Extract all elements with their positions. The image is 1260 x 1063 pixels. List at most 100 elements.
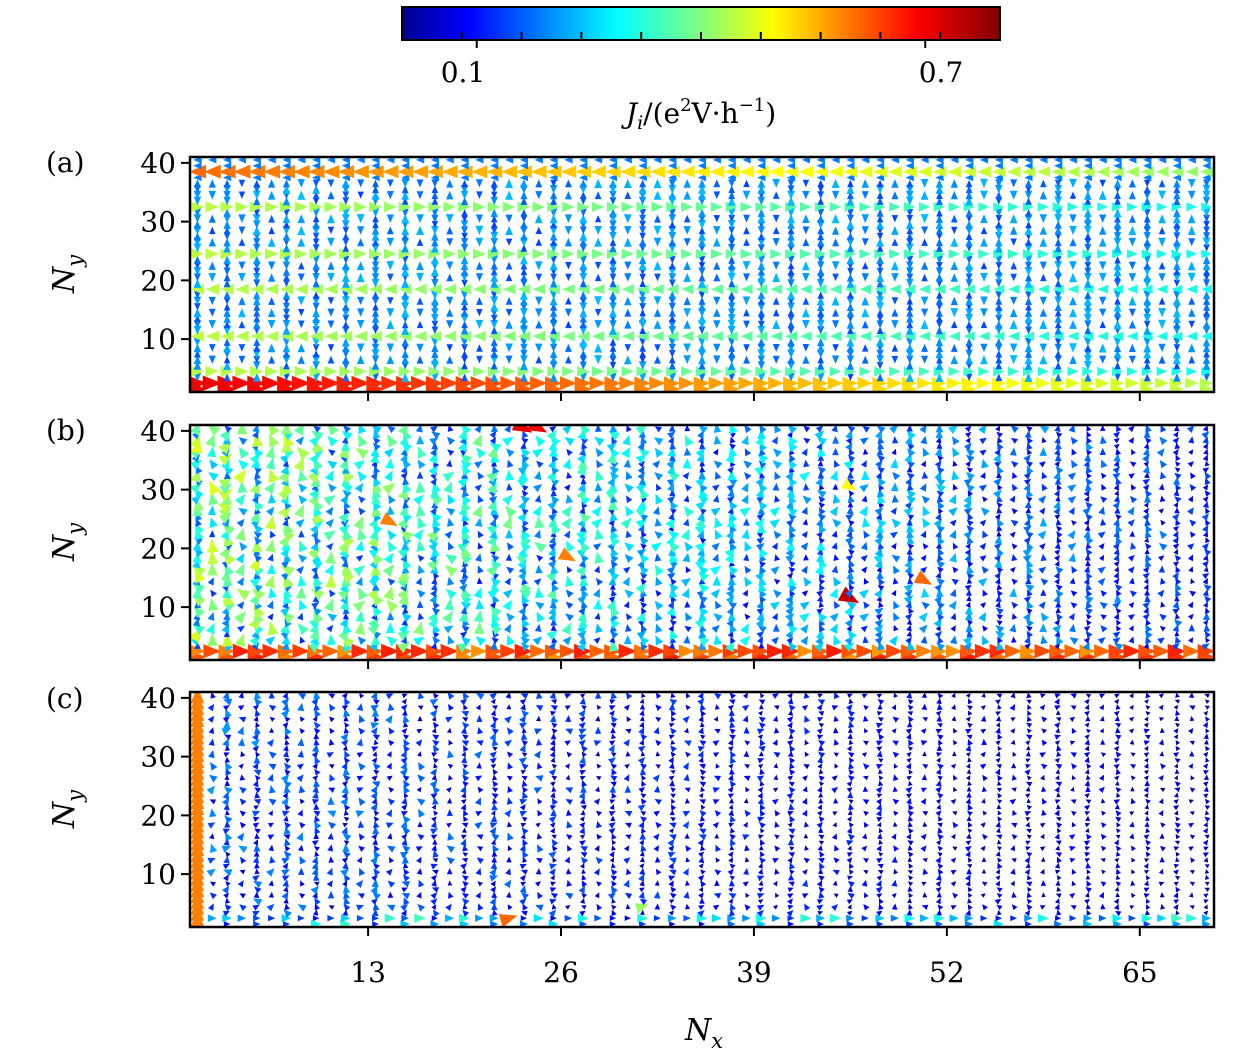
current-vector — [862, 425, 870, 433]
current-vector — [1025, 208, 1032, 217]
current-vector — [489, 732, 496, 742]
current-vector — [876, 208, 884, 217]
current-vector — [993, 202, 1005, 212]
current-vector — [935, 238, 943, 247]
current-vector — [1159, 530, 1168, 540]
current-vector — [356, 703, 364, 711]
current-vector — [415, 739, 423, 747]
current-vector — [639, 356, 646, 364]
current-vector — [248, 164, 266, 179]
current-vector — [758, 642, 765, 649]
current-vector — [269, 727, 274, 733]
current-vector — [1085, 583, 1092, 591]
current-vector — [579, 447, 586, 456]
current-vector — [1054, 361, 1062, 370]
current-vector — [964, 548, 971, 556]
current-vector — [549, 185, 558, 194]
current-vector — [254, 477, 263, 487]
current-vector — [936, 262, 943, 270]
current-vector — [357, 820, 365, 829]
current-vector — [446, 296, 454, 306]
current-vector — [935, 162, 944, 170]
current-vector — [253, 179, 261, 188]
current-vector — [536, 692, 543, 699]
current-vector — [1024, 500, 1032, 509]
current-vector — [640, 572, 648, 580]
current-vector — [800, 635, 809, 646]
current-vector — [1098, 190, 1107, 200]
current-vector — [297, 225, 306, 236]
current-vector — [698, 291, 706, 299]
current-vector — [1220, 566, 1226, 574]
current-vector — [1054, 542, 1061, 550]
current-vector — [238, 845, 248, 854]
current-vector — [477, 903, 484, 911]
current-vector — [1036, 377, 1051, 390]
current-vector — [235, 248, 249, 260]
current-vector — [253, 238, 261, 247]
current-vector — [785, 471, 794, 481]
current-vector — [521, 775, 528, 781]
current-vector — [802, 355, 810, 364]
current-vector — [816, 590, 824, 597]
current-vector — [648, 643, 667, 659]
current-vector — [252, 425, 260, 433]
current-vector — [502, 589, 513, 599]
current-vector — [848, 559, 855, 568]
current-vector — [283, 850, 292, 859]
current-vector — [504, 715, 512, 724]
current-vector — [818, 578, 825, 585]
current-vector — [846, 337, 855, 347]
current-vector — [1158, 190, 1166, 200]
current-vector — [475, 914, 484, 922]
current-vector — [209, 226, 216, 235]
current-vector — [1128, 296, 1137, 306]
current-vector — [773, 448, 783, 458]
current-vector — [577, 482, 586, 493]
current-vector — [253, 361, 261, 370]
current-vector — [609, 190, 617, 200]
current-vector — [1188, 637, 1194, 644]
current-vector — [292, 644, 311, 659]
current-vector — [209, 881, 216, 887]
current-vector — [460, 174, 469, 182]
current-vector — [1069, 261, 1077, 271]
current-vector — [874, 630, 883, 639]
current-vector — [506, 727, 514, 735]
current-vector — [816, 278, 825, 288]
current-vector — [1186, 202, 1198, 212]
current-vector — [653, 308, 662, 317]
current-vector — [1128, 636, 1135, 644]
current-vector — [1024, 372, 1033, 382]
current-vector — [663, 644, 682, 659]
current-vector — [565, 179, 572, 188]
current-vector — [492, 844, 500, 853]
current-vector — [639, 565, 649, 576]
current-vector — [222, 863, 230, 870]
current-vector — [371, 874, 378, 882]
current-vector — [1113, 337, 1122, 347]
current-vector — [668, 361, 676, 370]
current-vector — [1071, 565, 1078, 574]
current-vector — [950, 355, 959, 365]
current-vector — [1216, 367, 1227, 376]
current-vector — [210, 843, 218, 853]
current-vector — [192, 583, 205, 594]
current-vector — [1054, 460, 1060, 468]
current-vector — [1113, 572, 1119, 579]
current-vector — [461, 756, 468, 764]
current-vector — [491, 220, 498, 229]
current-vector — [1160, 577, 1166, 585]
current-vector — [577, 201, 590, 213]
current-vector — [623, 157, 632, 164]
current-vector — [654, 553, 662, 562]
current-vector — [520, 770, 527, 775]
current-vector — [917, 165, 932, 178]
current-vector — [727, 208, 736, 218]
current-vector — [224, 756, 230, 763]
current-vector — [743, 273, 750, 282]
current-vector — [579, 261, 588, 271]
current-vector — [1100, 459, 1108, 469]
current-vector — [1097, 331, 1109, 341]
